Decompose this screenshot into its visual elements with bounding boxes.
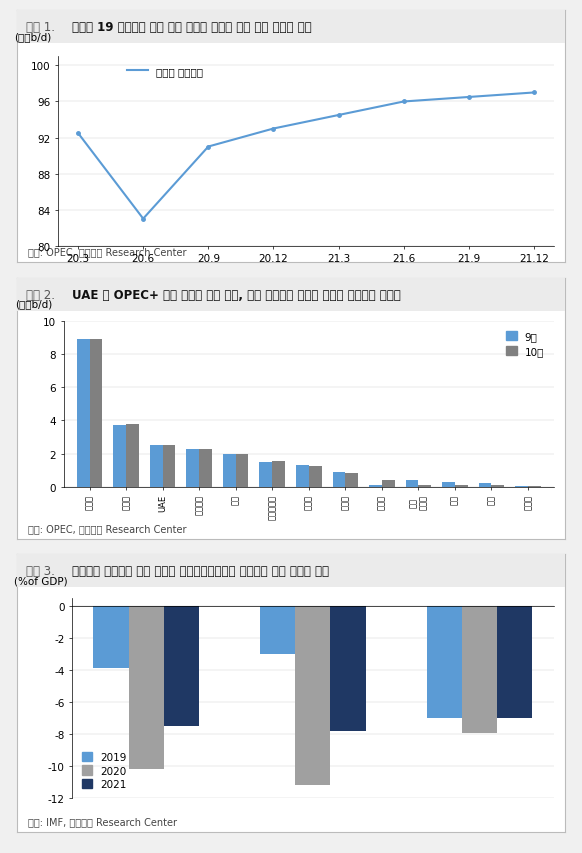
Bar [345,473,358,487]
Bar [272,461,285,487]
Bar [150,446,162,487]
Bar [455,485,468,487]
Bar [382,480,395,487]
Text: 국제유가 급락으로 중동 지역의 원유수출국가들의 재정수지 적자 규모는 커져: 국제유가 급락으로 중동 지역의 원유수출국가들의 재정수지 적자 규모는 커져 [72,564,329,577]
Text: 그림 2.: 그림 2. [26,288,62,302]
Bar [199,449,212,487]
Bar [94,606,129,669]
Bar [462,606,497,733]
Bar [497,606,533,718]
Bar [331,606,365,731]
Bar [478,484,491,487]
Bar [309,467,322,487]
Legend: 전세계 원유수요: 전세계 원유수요 [123,62,208,81]
Text: 그림 3.: 그림 3. [26,564,62,577]
Text: (백만b/d): (백만b/d) [14,32,51,42]
Bar [164,606,199,726]
Text: 코로나 19 재확산에 따른 봉쇄 조치는 전세계 원유 수요 리스크 요인: 코로나 19 재확산에 따른 봉쇄 조치는 전세계 원유 수요 리스크 요인 [72,20,312,34]
Legend: 9월, 10월: 9월, 10월 [502,327,548,361]
Bar [369,485,382,487]
Text: 자료: IMF, 대신증권 Research Center: 자료: IMF, 대신증권 Research Center [29,816,178,826]
Bar [296,466,309,487]
Bar [129,606,164,769]
Text: (%of GDP): (%of GDP) [15,576,68,586]
Legend: 2019, 2020, 2021: 2019, 2020, 2021 [77,748,131,793]
Bar [406,480,418,487]
Text: UAE 의 OPEC+ 가입 이점에 대한 의문, 기타 국가들의 감산량 준수를 위함인지 불확실: UAE 의 OPEC+ 가입 이점에 대한 의문, 기타 국가들의 감산량 준수… [72,288,401,302]
Bar [162,446,175,487]
Bar [295,606,331,786]
Text: 자료: OPEC, 대신증권 Research Center: 자료: OPEC, 대신증권 Research Center [29,247,187,257]
Bar [186,449,199,487]
Bar [418,485,431,487]
Bar [223,454,236,487]
Bar [77,340,90,487]
Bar [427,606,462,718]
Bar [260,606,295,654]
Text: 자료: OPEC, 대신증권 Research Center: 자료: OPEC, 대신증권 Research Center [29,524,187,533]
Text: 그림 1.: 그림 1. [26,20,62,34]
Bar [113,426,126,487]
Text: (백만b/d): (백만b/d) [15,299,52,309]
Bar [332,473,345,487]
Bar [126,424,139,487]
Bar [90,340,102,487]
Bar [236,454,249,487]
Bar [491,485,504,487]
Bar [442,482,455,487]
Bar [260,462,272,487]
